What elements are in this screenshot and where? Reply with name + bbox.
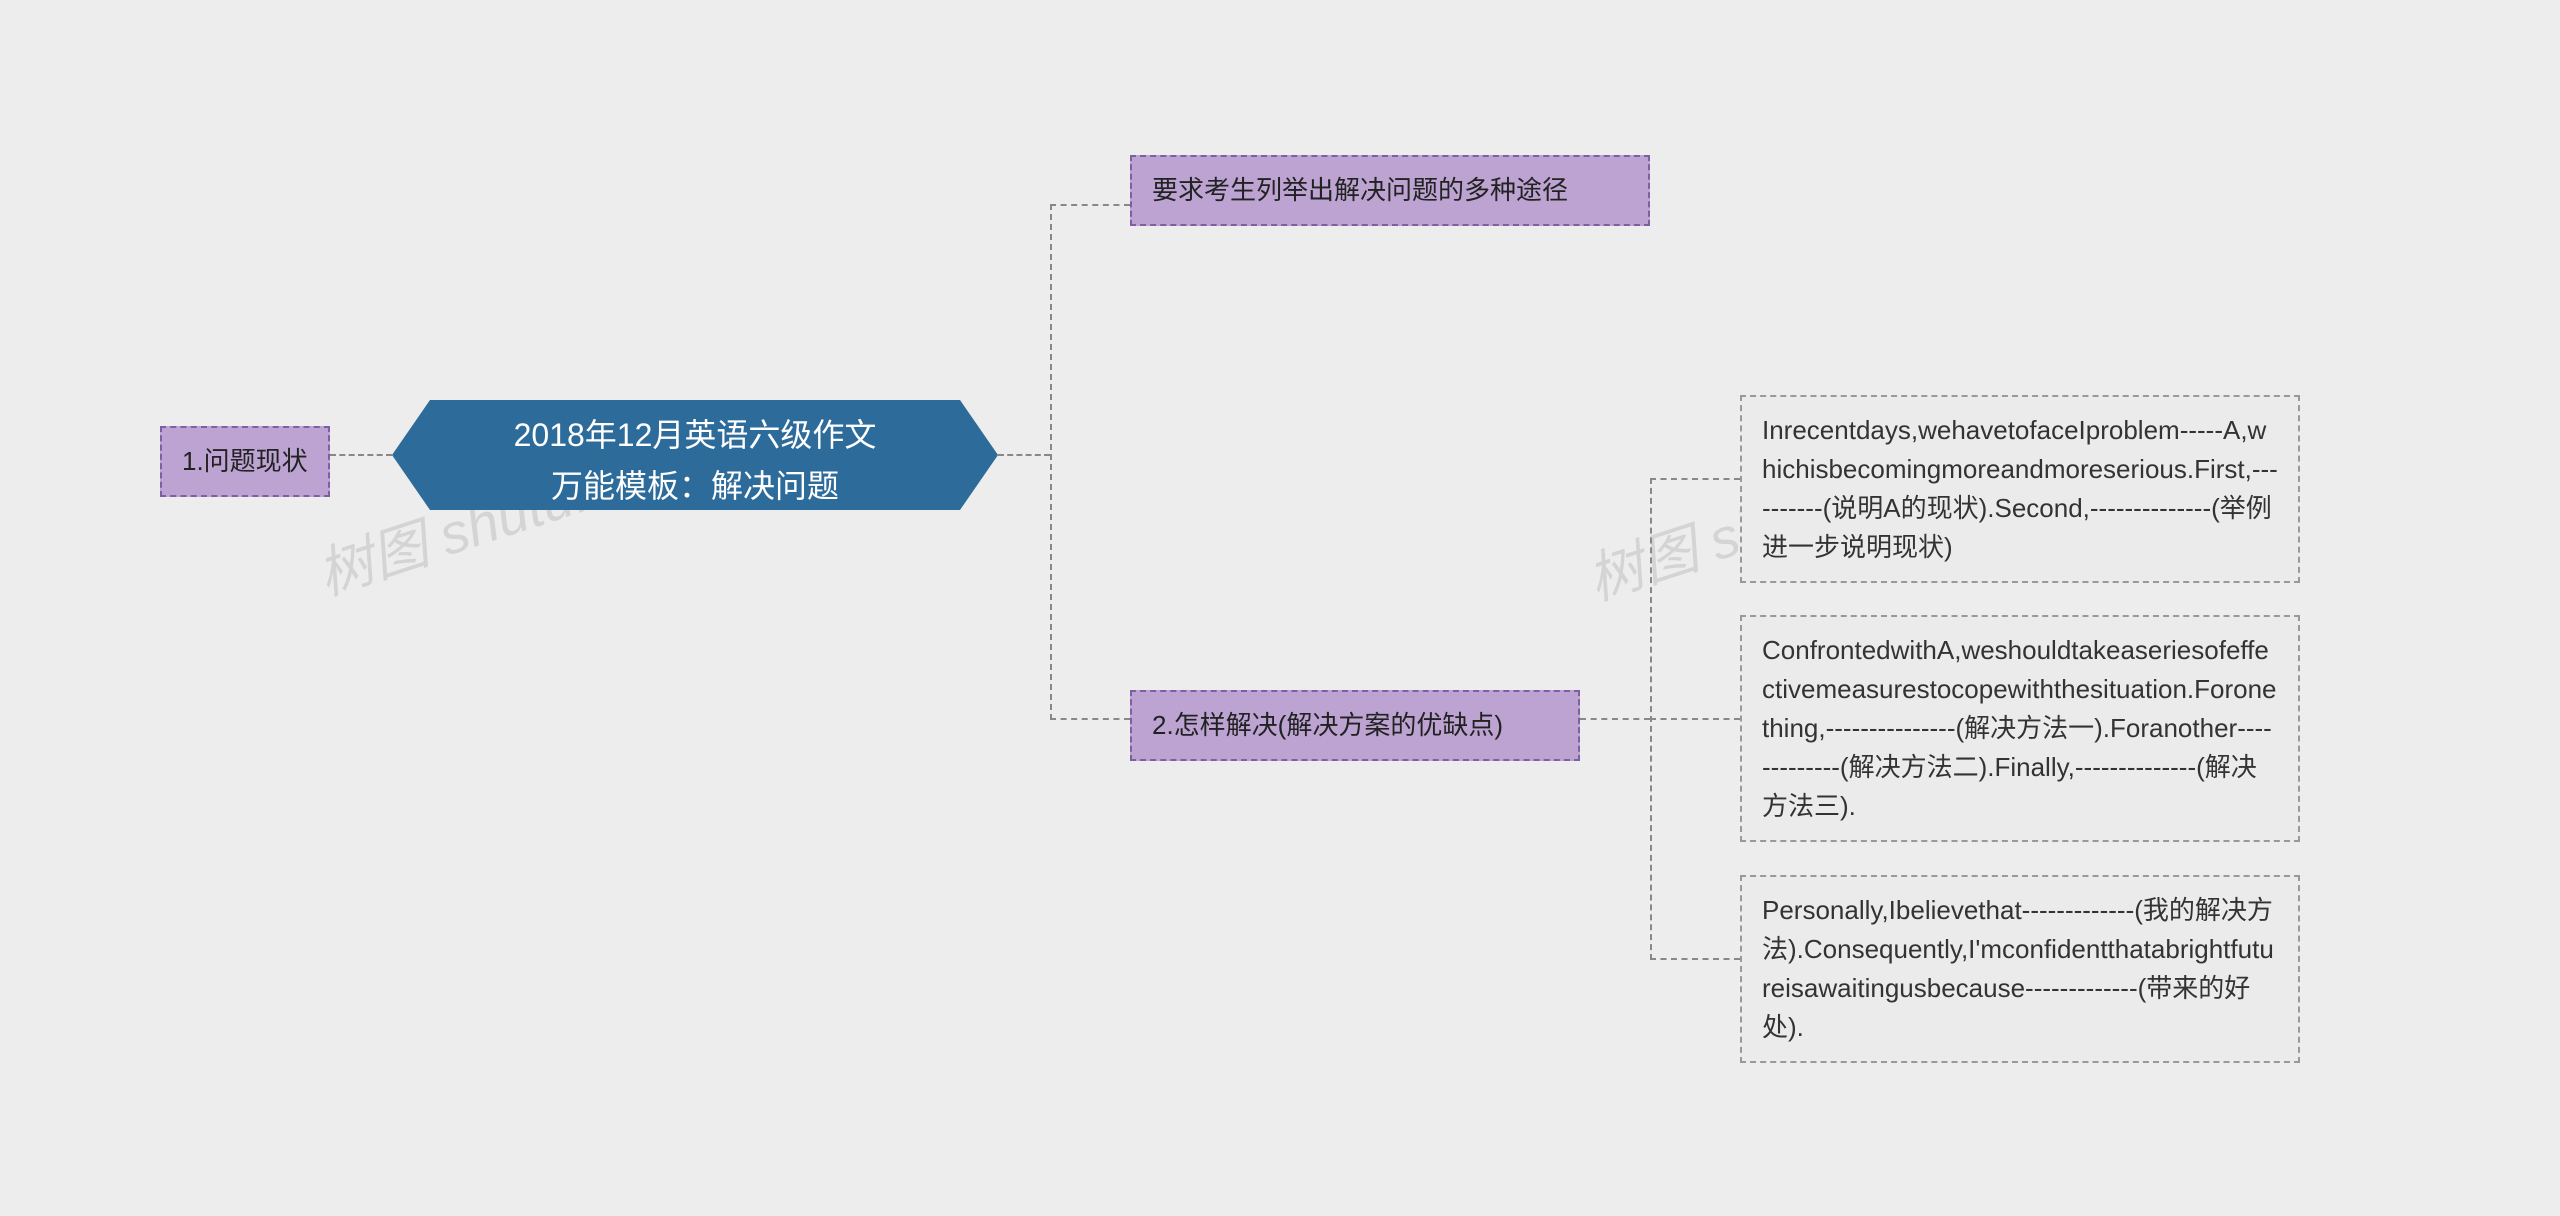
connector [1650, 958, 1740, 960]
node-r2: 2.怎样解决(解决方案的优缺点) [1130, 690, 1580, 761]
root-line2: 万能模板：解决问题 [551, 468, 839, 504]
connector [1050, 204, 1130, 206]
leaf-1: Inrecentdays,wehavetofaceIproblem-----A,… [1740, 395, 2300, 583]
leaf-text: Inrecentdays,wehavetofaceIproblem-----A,… [1762, 415, 2278, 562]
leaf-text: ConfrontedwithA,weshouldtakeaseriesofeff… [1762, 635, 2277, 821]
connector [330, 454, 392, 456]
leaf-2: ConfrontedwithA,weshouldtakeaseriesofeff… [1740, 615, 2300, 842]
connector [1580, 718, 1650, 720]
leaf-3: Personally,Ibelievethat-------------(我的解… [1740, 875, 2300, 1063]
node-label: 2.怎样解决(解决方案的优缺点) [1152, 710, 1503, 740]
node-left: 1.问题现状 [160, 426, 330, 497]
root-node: 2018年12月英语六级作文 万能模板：解决问题 [430, 400, 960, 510]
connector [1650, 718, 1740, 720]
leaf-text: Personally,Ibelievethat-------------(我的解… [1762, 895, 2274, 1042]
connector [1050, 718, 1130, 720]
connector [1650, 478, 1740, 480]
root-arrow-left [392, 400, 430, 510]
root-arrow-right [960, 400, 998, 510]
connector [1050, 204, 1052, 720]
node-r1: 要求考生列举出解决问题的多种途径 [1130, 155, 1650, 226]
root-line1: 2018年12月英语六级作文 [514, 417, 877, 453]
connector [998, 454, 1050, 456]
node-label: 1.问题现状 [182, 446, 308, 476]
node-label: 要求考生列举出解决问题的多种途径 [1152, 175, 1568, 205]
